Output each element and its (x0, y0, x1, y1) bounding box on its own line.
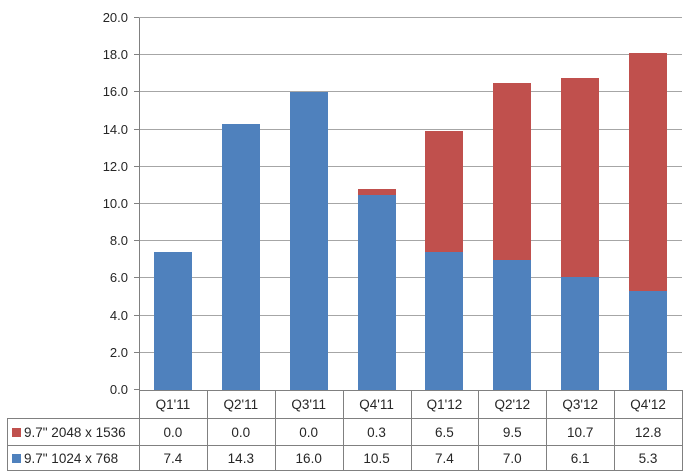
y-axis-label: 18.0 (102, 47, 128, 63)
y-gridline (139, 351, 682, 353)
value-cell: 0.0 (299, 424, 319, 440)
y-gridline (139, 203, 682, 204)
y-gridline (139, 314, 682, 316)
legend-label: 9.7" 2048 x 1536 (24, 424, 126, 440)
value-cell: 10.5 (363, 450, 390, 466)
category-cell: Q2'12 (494, 397, 531, 412)
table-border-line (343, 390, 344, 470)
bar-segment-9-7-1024-x-768 (357, 194, 396, 390)
y-axis-label: 6.0 (109, 270, 128, 286)
value-cell: 7.0 (502, 450, 522, 466)
value-cell: 0.0 (231, 424, 251, 440)
category-cell: Q3'11 (291, 397, 326, 412)
y-gridline (139, 17, 682, 18)
y-axis-label: 0.0 (109, 382, 128, 397)
y-axis-label: 20.0 (102, 10, 128, 25)
table-border-line (7, 418, 683, 419)
value-cell: 6.5 (435, 424, 454, 440)
table-border-line (7, 470, 683, 471)
bar-segment-9-7-1024-x-768 (629, 291, 668, 390)
y-axis-label: 2.0 (109, 344, 128, 360)
y-axis-tick (134, 165, 139, 167)
value-cell: 0.3 (367, 424, 386, 440)
bar-segment-9-7-1024-x-768 (561, 276, 600, 390)
value-cell: 6.1 (570, 450, 590, 466)
table-border-line (207, 390, 208, 470)
legend-cell-9-7-1024-x-768: 9.7" 1024 x 768 (8, 446, 139, 470)
category-cell: Q4'12 (630, 397, 666, 412)
y-axis-tick (134, 351, 139, 353)
table-border-line (546, 390, 547, 470)
value-cell: 14.3 (227, 450, 254, 466)
y-axis-label: 14.0 (102, 121, 128, 137)
y-axis-line (139, 18, 140, 390)
y-axis-tick (134, 314, 139, 316)
y-axis-tick (134, 128, 139, 130)
bar-segment-9-7-1024-x-768 (153, 252, 192, 390)
value-cell: 12.8 (634, 424, 662, 440)
bar-segment-9-7-2048-x-1536 (357, 189, 396, 195)
y-gridline (139, 128, 682, 130)
y-axis-tick (134, 91, 139, 93)
category-cell: Q1'12 (426, 397, 463, 412)
y-axis-tick (134, 54, 139, 56)
value-cell: 7.4 (163, 450, 183, 466)
y-axis-tick (134, 389, 139, 390)
bar-segment-9-7-2048-x-1536 (493, 83, 532, 260)
y-axis-label: 16.0 (102, 84, 128, 100)
value-cell: 10.7 (567, 424, 594, 440)
table-border-line (7, 445, 683, 446)
table-border-line (139, 390, 140, 470)
y-gridline (139, 165, 682, 167)
legend-swatch-icon (12, 453, 21, 463)
bar-segment-9-7-2048-x-1536 (629, 53, 668, 292)
bar-segment-9-7-1024-x-768 (289, 92, 328, 390)
y-axis-tick (134, 17, 139, 18)
bar-segment-9-7-2048-x-1536 (425, 131, 464, 253)
value-cell: 9.5 (502, 424, 522, 440)
y-gridline (139, 240, 682, 242)
legend-label: 9.7" 1024 x 768 (24, 450, 119, 466)
value-cell: 16.0 (295, 450, 322, 466)
y-axis-tick (134, 240, 139, 242)
table-border-line (275, 390, 276, 470)
bar-segment-9-7-1024-x-768 (493, 259, 532, 390)
bar-segment-9-7-1024-x-768 (425, 252, 464, 390)
table-border-line (682, 390, 683, 470)
category-cell: Q3'12 (562, 397, 598, 412)
legend-cell-9-7-2048-x-1536: 9.7" 2048 x 1536 (8, 419, 139, 445)
category-cell: Q4'11 (359, 397, 394, 412)
bar-segment-9-7-1024-x-768 (221, 124, 260, 390)
table-border-line (478, 390, 479, 470)
y-axis-label: 8.0 (109, 233, 128, 249)
category-cell: Q2'11 (223, 397, 259, 412)
table-border-line (411, 390, 412, 470)
y-axis-label: 12.0 (102, 158, 128, 174)
value-cell: 0.0 (163, 424, 183, 440)
table-border-line (7, 418, 8, 470)
value-cell: 5.3 (638, 450, 658, 466)
bar-segment-9-7-2048-x-1536 (561, 77, 600, 277)
table-border-line (614, 390, 615, 470)
value-cell: 7.4 (435, 450, 454, 466)
y-gridline (139, 91, 682, 93)
y-axis-tick (134, 277, 139, 279)
category-cell: Q1'11 (155, 397, 191, 412)
y-axis-tick (134, 203, 139, 204)
y-axis-label: 4.0 (109, 307, 128, 323)
y-axis-label: 10.0 (102, 196, 128, 211)
y-gridline (139, 277, 682, 279)
legend-swatch-icon (12, 427, 21, 437)
y-gridline (139, 54, 682, 56)
